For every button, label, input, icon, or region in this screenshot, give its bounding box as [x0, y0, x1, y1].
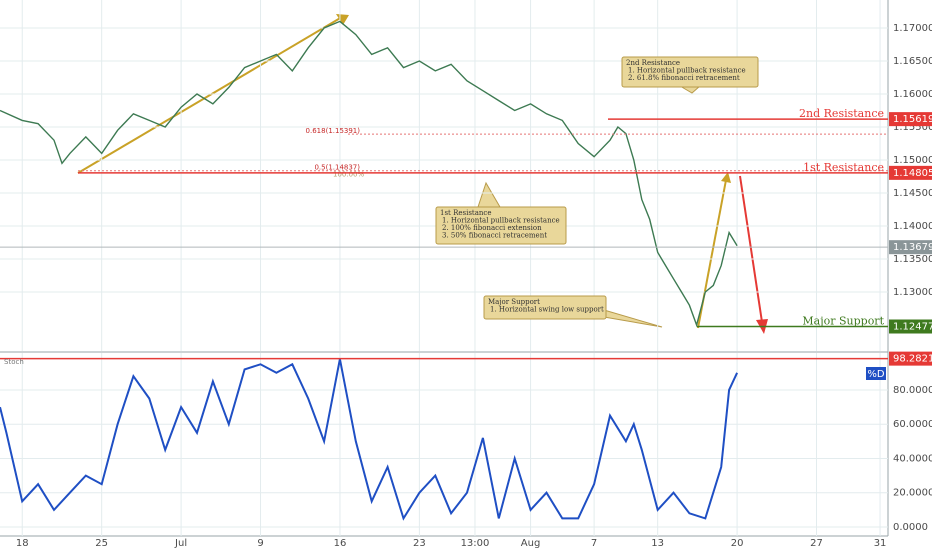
- y-tick-label: 1.14500: [893, 188, 932, 199]
- x-tick-label: 16: [334, 538, 347, 549]
- annotation-text: 1. Horizontal pullback resistance: [442, 217, 560, 225]
- callout-pointer: [477, 181, 501, 208]
- annotation-text: 2. 100% fibonacci extension: [442, 224, 542, 232]
- level-price-label: 1.12477: [893, 322, 932, 333]
- annotation-text: Major Support: [488, 298, 540, 306]
- forecast-arrow: [739, 175, 763, 323]
- y-tick-label: 1.13500: [893, 254, 932, 265]
- series-line: [0, 358, 739, 521]
- x-tick-label: 31: [874, 538, 887, 549]
- y-tick-label: 1.13000: [893, 287, 932, 298]
- annotation-text: 2. 61.8% fibonacci retracement: [628, 74, 740, 82]
- annotation-text: 1. Horizontal swing low support: [490, 306, 604, 314]
- legend-box: [866, 367, 886, 380]
- y-tick-label: 1.17000: [893, 23, 932, 34]
- stoch-level-label: 98.2821: [893, 354, 932, 365]
- y-tick-label: 40.0000: [893, 453, 932, 464]
- callout-pointer: [679, 85, 701, 94]
- level-price-label: 1.14805: [893, 168, 932, 179]
- x-tick-label: 23: [413, 538, 426, 549]
- x-tick-label: 18: [16, 538, 29, 549]
- fib-label: 0.5(1.14837): [314, 164, 360, 172]
- annotation-text: 2nd Resistance: [626, 59, 680, 67]
- x-tick-label: 27: [810, 538, 823, 549]
- level-price-box: [889, 319, 932, 334]
- y-tick-label: 1.16000: [893, 89, 932, 100]
- x-tick-label: 25: [95, 538, 108, 549]
- last-price-label: 1.13679: [893, 242, 932, 253]
- x-tick-label: Jul: [174, 538, 187, 549]
- trend-arrow: [77, 16, 343, 174]
- level-name: 1st Resistance: [803, 161, 884, 174]
- level-price-label: 1.15619: [893, 114, 932, 125]
- y-tick-label: 20.0000: [893, 488, 932, 499]
- fib-extension-label: 100.00%: [333, 171, 364, 179]
- callout-pointer: [603, 309, 663, 328]
- x-tick-label: 9: [257, 538, 263, 549]
- y-tick-label: 80.0000: [893, 385, 932, 396]
- x-tick-label: 13: [651, 538, 664, 549]
- y-tick-label: 1.15000: [893, 155, 932, 166]
- y-tick-label: 1.14000: [893, 221, 932, 232]
- annotation-box: [483, 295, 607, 320]
- x-tick-label: 7: [591, 538, 597, 549]
- level-name: 2nd Resistance: [799, 107, 884, 120]
- last-price-box: [889, 240, 932, 255]
- annotation-box: [435, 206, 567, 245]
- annotation-box: [621, 56, 759, 88]
- x-tick-label: 13:00: [461, 538, 490, 549]
- arrow-head: [336, 14, 349, 25]
- x-tick-label: 20: [731, 538, 744, 549]
- series-line: [0, 20, 738, 328]
- level-name: Major Support: [802, 315, 884, 328]
- y-tick-label: 60.0000: [893, 419, 932, 430]
- x-tick-label: Aug: [521, 538, 541, 549]
- annotation-text: 1st Resistance: [440, 209, 491, 217]
- stoch-level-box: [889, 351, 932, 366]
- y-tick-label: 1.16500: [893, 56, 932, 67]
- stoch-title: Stoch: [4, 358, 24, 366]
- y-tick-label: 1.15500: [893, 122, 932, 133]
- level-price-box: [889, 112, 932, 127]
- fib-label: 0.618(1.15391): [306, 127, 361, 135]
- arrow-head: [721, 172, 731, 183]
- y-tick-label: 0.0000: [893, 522, 928, 533]
- annotation-text: 1. Horizontal pullback resistance: [628, 67, 746, 75]
- legend-label: %D: [867, 369, 885, 380]
- annotation-text: 3. 50% fibonacci retracement: [442, 232, 547, 240]
- level-price-box: [889, 165, 932, 180]
